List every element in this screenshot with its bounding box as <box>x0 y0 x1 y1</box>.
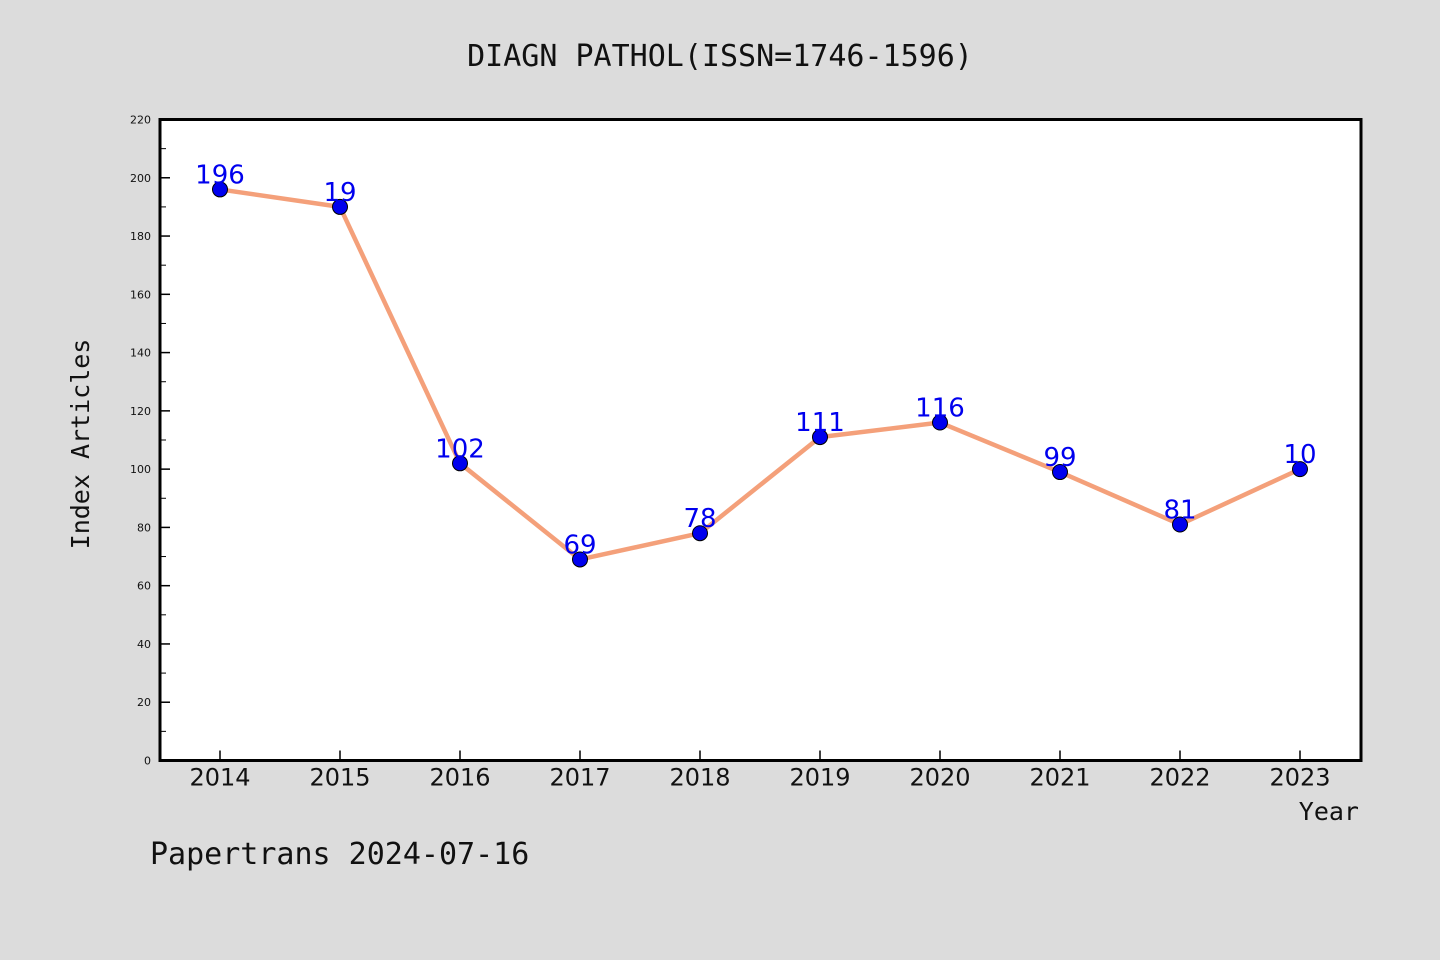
y-axis-label: Index Articles <box>66 339 95 550</box>
data-label: 111 <box>795 408 845 438</box>
y-tick-label: 220 <box>130 114 151 127</box>
y-tick-label: 20 <box>137 696 151 709</box>
x-tick-label: 2017 <box>549 764 610 792</box>
data-point <box>1172 516 1188 533</box>
x-tick-label: 2023 <box>1269 764 1330 792</box>
data-label: 102 <box>435 434 485 464</box>
y-tick-label: 60 <box>137 580 151 593</box>
y-tick-label: 40 <box>137 638 151 651</box>
data-point <box>812 429 828 446</box>
footer-text: Papertrans 2024-07-16 <box>150 837 529 872</box>
data-label: 81 <box>1163 495 1196 525</box>
data-point <box>1052 464 1068 481</box>
y-tick-label: 80 <box>137 521 151 534</box>
x-tick-label: 2016 <box>429 764 490 792</box>
data-label: 78 <box>683 504 716 534</box>
data-point <box>572 551 588 568</box>
x-tick-label: 2020 <box>909 764 970 792</box>
data-point <box>932 414 948 431</box>
data-label: 196 <box>195 160 245 190</box>
x-axis-label: Year <box>1299 797 1359 826</box>
data-point <box>212 181 228 198</box>
data-label: 99 <box>1043 443 1076 473</box>
x-tick-label: 2015 <box>309 764 370 792</box>
x-tick-label: 2021 <box>1029 764 1090 792</box>
y-axis: 0 20 40 60 80 100 120 140 160 180 200 220 <box>130 114 170 768</box>
series-line <box>219 187 1301 562</box>
data-label: 69 <box>563 530 596 560</box>
y-tick-label: 160 <box>130 288 151 301</box>
series-layer: 196 19 102 69 78 111 116 99 81 10 <box>195 160 1317 568</box>
y-tick-label: 180 <box>130 230 151 243</box>
y-tick-label: 200 <box>130 172 151 185</box>
x-tick-label: 2022 <box>1149 764 1210 792</box>
data-label: 10 <box>1283 440 1316 470</box>
chart-title: DIAGN PATHOL(ISSN=1746-1596) <box>467 39 973 74</box>
data-point <box>452 455 468 472</box>
y-tick-label: 100 <box>130 463 151 476</box>
x-tick-label: 2014 <box>189 764 250 792</box>
x-axis: 2014 2015 2016 2017 2018 2019 2020 2021 2022 2023 <box>189 750 1331 792</box>
plot-area <box>158 118 1363 762</box>
x-tick-label: 2019 <box>789 764 850 792</box>
y-tick-label: 140 <box>130 347 151 360</box>
data-point <box>332 198 348 215</box>
data-label: 116 <box>915 394 965 424</box>
data-point <box>1292 461 1308 478</box>
x-tick-label: 2018 <box>669 764 730 792</box>
y-tick-label: 0 <box>144 755 151 768</box>
data-point <box>692 525 708 542</box>
y-tick-label: 120 <box>130 405 151 418</box>
data-label: 19 <box>323 178 356 208</box>
